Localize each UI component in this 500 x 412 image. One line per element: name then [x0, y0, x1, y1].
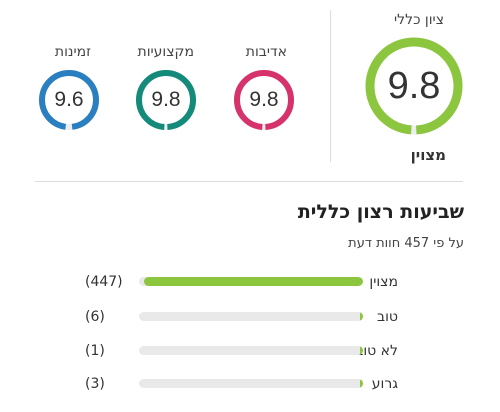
- overall-score-rating: מצוין: [410, 146, 446, 164]
- rating-bar-track: [139, 277, 363, 286]
- rating-row-label: טוב: [377, 309, 398, 325]
- rating-row-count: (447): [85, 274, 123, 290]
- overall-score-gauge: 9.8: [364, 36, 464, 136]
- metric-gauge-arc-availability: [39, 70, 99, 130]
- vertical-divider: [330, 10, 331, 162]
- rating-bar-fill: [143, 277, 363, 286]
- overall-score-label: ציון כללי: [394, 12, 444, 28]
- section-divider: [35, 181, 463, 182]
- metric-gauge-arc-professionalism: [136, 70, 196, 130]
- overall-gauge-arc: [365, 37, 463, 135]
- rating-bar-track: [139, 312, 363, 321]
- rating-bar-track: [139, 379, 363, 388]
- metric-gauge-arc-courtesy: [234, 70, 294, 130]
- metric-value-courtesy: 9.8: [249, 88, 279, 111]
- rating-row-label: לא טוב: [355, 343, 398, 359]
- rating-row-count: (1): [85, 343, 105, 359]
- rating-row-label: מצוין: [369, 274, 398, 290]
- metric-value-professionalism: 9.8: [151, 88, 181, 111]
- metric-label-professionalism: מקצועיות: [137, 44, 194, 60]
- rating-bar-fill: [360, 346, 363, 355]
- rating-bar-fill: [360, 379, 363, 388]
- metric-label-courtesy: אדיבות: [245, 44, 287, 60]
- rating-bar-track: [139, 346, 363, 355]
- metric-gauge-courtesy: 9.8: [232, 68, 296, 132]
- rating-bar-fill: [360, 312, 363, 321]
- rating-row-count: (3): [85, 376, 105, 392]
- satisfaction-title: שביעות רצון כללית: [297, 201, 464, 223]
- metric-label-availability: זמינות: [54, 44, 91, 60]
- metric-value-availability: 9.6: [54, 88, 84, 111]
- rating-row-count: (6): [85, 309, 105, 325]
- metric-gauge-professionalism: 9.8: [134, 68, 198, 132]
- metric-gauge-availability: 9.6: [37, 68, 101, 132]
- overall-score-value: 9.8: [387, 64, 441, 107]
- rating-row-label: גרוע: [371, 376, 398, 392]
- satisfaction-subtitle: על פי 457 חוות דעת: [348, 236, 464, 251]
